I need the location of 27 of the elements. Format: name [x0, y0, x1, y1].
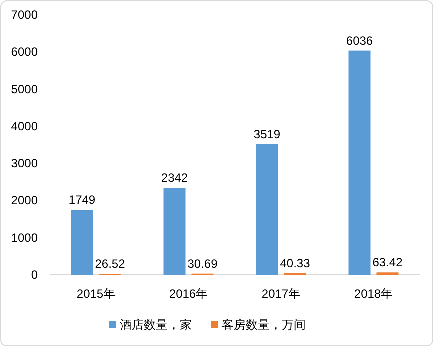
- data-label: 40.33: [280, 256, 311, 270]
- x-tick-label: 2016年: [169, 287, 208, 301]
- bar: [71, 210, 94, 275]
- y-tick-label: 1000: [11, 230, 38, 245]
- y-tick-label: 4000: [11, 119, 38, 134]
- y-tick-label: 0: [31, 268, 38, 282]
- x-tick-label: 2018年: [354, 287, 394, 301]
- legend-label: 客房数量，万间: [222, 318, 306, 332]
- bar: [348, 50, 371, 275]
- data-label: 30.69: [188, 256, 218, 271]
- data-label: 63.42: [372, 256, 404, 270]
- data-label: 2342: [161, 171, 188, 186]
- 客房数量，万间: 26.52 30.69 40.33 63.42: [95, 256, 403, 275]
- legend-label: 酒店数量，家: [120, 318, 192, 332]
- bar: [164, 188, 186, 275]
- data-label: 6036: [346, 34, 374, 48]
- data-label: 3519: [254, 127, 281, 142]
- y-tick-label: 5000: [11, 82, 38, 96]
- y-tick-label: 6000: [11, 45, 38, 60]
- y-tick-label: 3000: [11, 156, 38, 171]
- x-tick-label: 2017年: [262, 287, 301, 301]
- y-tick-label: 2000: [11, 194, 38, 208]
- data-label: 1749: [68, 193, 96, 208]
- bar: [256, 144, 278, 275]
- data-label: 26.52: [95, 257, 126, 272]
- x-tick-label: 2015年: [76, 287, 116, 301]
- y-tick-label: 7000: [11, 8, 38, 22]
